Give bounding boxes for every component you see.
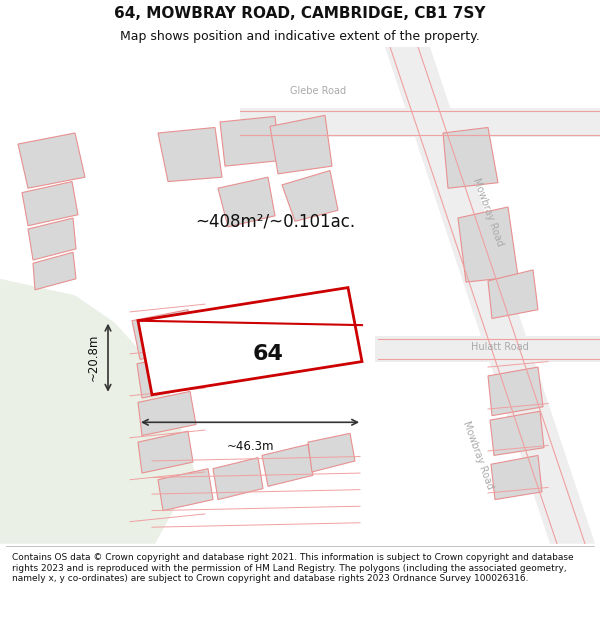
Polygon shape: [218, 177, 275, 227]
Text: 64: 64: [253, 344, 283, 364]
Polygon shape: [22, 182, 78, 226]
Text: ~46.3m: ~46.3m: [226, 440, 274, 453]
Polygon shape: [33, 253, 76, 290]
Text: Hulatt Road: Hulatt Road: [471, 342, 529, 352]
Polygon shape: [490, 411, 544, 456]
Polygon shape: [137, 352, 198, 398]
Text: Map shows position and indicative extent of the property.: Map shows position and indicative extent…: [120, 30, 480, 43]
Polygon shape: [458, 207, 518, 282]
Polygon shape: [375, 336, 600, 361]
Polygon shape: [491, 456, 542, 499]
Polygon shape: [220, 116, 280, 166]
Polygon shape: [488, 270, 538, 319]
Polygon shape: [262, 444, 313, 486]
Text: Glebe Road: Glebe Road: [290, 86, 346, 96]
Polygon shape: [308, 433, 355, 472]
Polygon shape: [28, 218, 76, 260]
Polygon shape: [240, 107, 600, 138]
Polygon shape: [270, 116, 332, 174]
Text: Mowbray Road: Mowbray Road: [471, 177, 505, 248]
Text: Mowbray Road: Mowbray Road: [461, 420, 495, 491]
Polygon shape: [213, 458, 263, 499]
Polygon shape: [18, 133, 85, 188]
Polygon shape: [282, 171, 338, 221]
Polygon shape: [0, 279, 195, 544]
Polygon shape: [138, 431, 193, 473]
Polygon shape: [132, 309, 196, 359]
Text: ~408m²/~0.101ac.: ~408m²/~0.101ac.: [195, 213, 355, 231]
Polygon shape: [158, 469, 213, 511]
Polygon shape: [138, 288, 362, 395]
Text: ~20.8m: ~20.8m: [87, 334, 100, 381]
Polygon shape: [138, 391, 196, 436]
Polygon shape: [158, 127, 222, 182]
Text: Contains OS data © Crown copyright and database right 2021. This information is : Contains OS data © Crown copyright and d…: [12, 554, 574, 583]
Polygon shape: [443, 127, 498, 188]
Polygon shape: [385, 47, 595, 544]
Text: 64, MOWBRAY ROAD, CAMBRIDGE, CB1 7SY: 64, MOWBRAY ROAD, CAMBRIDGE, CB1 7SY: [114, 6, 486, 21]
Polygon shape: [488, 367, 543, 416]
